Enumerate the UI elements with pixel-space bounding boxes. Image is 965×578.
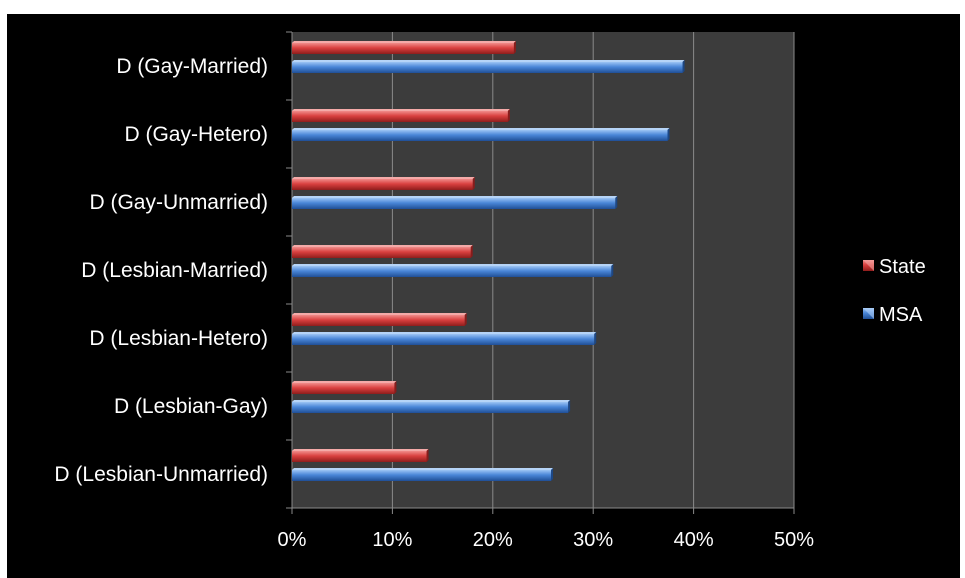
bar-msa-top bbox=[292, 400, 571, 402]
bar-state bbox=[292, 179, 473, 190]
bar-state bbox=[292, 383, 395, 394]
category-label: D (Lesbian-Hetero) bbox=[89, 327, 268, 350]
bar-state-top bbox=[292, 109, 510, 111]
bar-state bbox=[292, 247, 471, 258]
x-tick-label: 50% bbox=[774, 529, 814, 551]
bar-state-side bbox=[470, 245, 473, 258]
bar-state-top bbox=[292, 245, 473, 247]
bar-state-side bbox=[513, 41, 516, 54]
bar-msa bbox=[292, 266, 612, 277]
x-tick-label: 40% bbox=[674, 529, 714, 551]
category-label: D (Lesbian-Unmarried) bbox=[54, 463, 268, 486]
bar-state-side bbox=[507, 109, 510, 122]
x-tick-label: 0% bbox=[278, 529, 307, 551]
legend-swatch-highlight bbox=[863, 308, 874, 319]
bar-state-top bbox=[292, 313, 467, 315]
bar-state-top bbox=[292, 41, 516, 43]
bar-msa-top bbox=[292, 60, 685, 62]
legend-swatch-highlight bbox=[863, 260, 874, 271]
x-tick-label: 30% bbox=[573, 529, 613, 551]
x-tick-label: 20% bbox=[473, 529, 513, 551]
legend: State MSA bbox=[863, 256, 926, 326]
bar-state-side bbox=[394, 381, 397, 394]
bar-msa-top bbox=[292, 196, 618, 198]
bar-msa-top bbox=[292, 128, 670, 130]
bar-state bbox=[292, 111, 508, 122]
bar-msa-side bbox=[568, 400, 571, 413]
bar-msa bbox=[292, 402, 569, 413]
bar-msa-side bbox=[682, 60, 685, 73]
bar-msa-top bbox=[292, 264, 614, 266]
category-label: D (Gay-Unmarried) bbox=[89, 191, 268, 214]
bar-state bbox=[292, 315, 465, 326]
bar-msa bbox=[292, 62, 683, 73]
bar-state-top bbox=[292, 177, 475, 179]
category-label: D (Lesbian-Married) bbox=[81, 259, 268, 282]
bar-state-top bbox=[292, 449, 429, 451]
bar-msa-side bbox=[611, 264, 614, 277]
x-tick-label: 10% bbox=[372, 529, 412, 551]
bar-msa bbox=[292, 334, 595, 345]
bar-msa-side bbox=[594, 332, 597, 345]
bar-state bbox=[292, 43, 514, 54]
category-label: D (Lesbian-Gay) bbox=[114, 395, 268, 418]
legend-label-msa: MSA bbox=[879, 304, 923, 326]
bars bbox=[292, 41, 685, 481]
bar-msa-top bbox=[292, 468, 554, 470]
bar-msa-top bbox=[292, 332, 597, 334]
legend-label-state: State bbox=[879, 256, 926, 278]
bar-msa-side bbox=[615, 196, 618, 209]
category-label: D (Gay-Hetero) bbox=[124, 123, 268, 146]
bar-state-side bbox=[472, 177, 475, 190]
category-label: D (Gay-Married) bbox=[116, 55, 268, 78]
bar-msa bbox=[292, 198, 616, 209]
x-tick-labels: 0% 10% 20% 30% 40% 50% bbox=[278, 529, 815, 551]
bar-msa-side bbox=[551, 468, 554, 481]
bar-state bbox=[292, 451, 427, 462]
category-labels: D (Gay-Married) D (Gay-Hetero) D (Gay-Unma… bbox=[54, 55, 268, 486]
bar-state-side bbox=[426, 449, 429, 462]
bar-msa bbox=[292, 130, 668, 141]
bar-msa bbox=[292, 470, 552, 481]
bar-state-side bbox=[464, 313, 467, 326]
bar-state-top bbox=[292, 381, 397, 383]
bar-msa-side bbox=[667, 128, 670, 141]
